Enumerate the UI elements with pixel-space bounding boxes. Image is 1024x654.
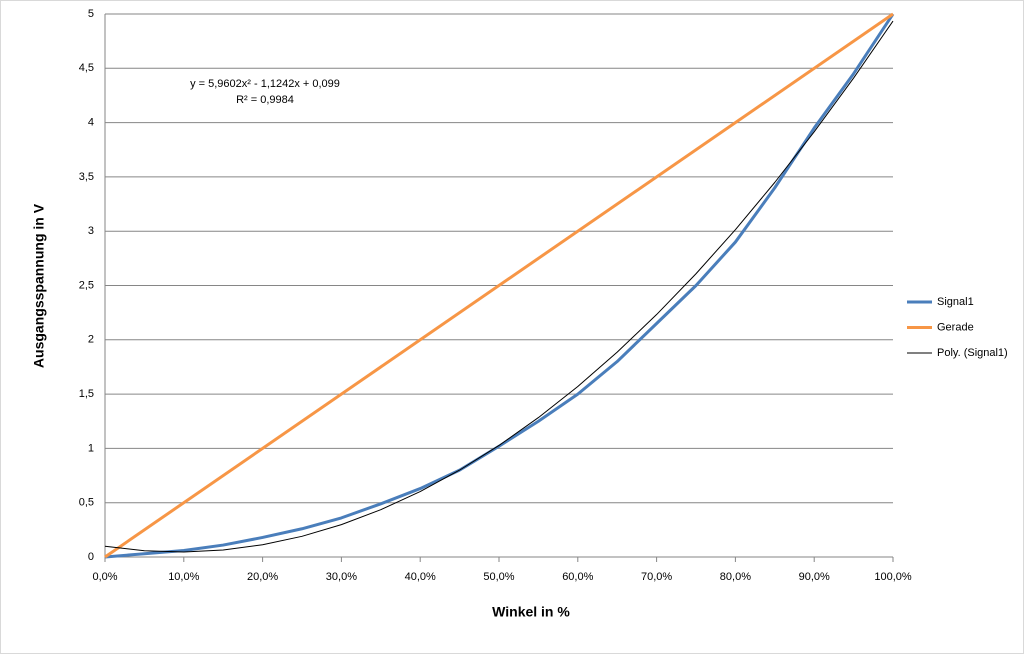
- y-tick-label: 1,5: [79, 388, 94, 400]
- y-axis-title: Ausgangsspannung in V: [31, 203, 47, 368]
- x-tick-label: 30,0%: [326, 571, 357, 583]
- y-tick-label: 0,5: [79, 497, 94, 509]
- x-tick-label: 0,0%: [92, 571, 117, 583]
- x-tick-label: 50,0%: [483, 571, 514, 583]
- x-tick-label: 20,0%: [247, 571, 278, 583]
- y-tick-label: 2: [88, 334, 94, 346]
- series-line: [104, 13, 895, 559]
- x-tick-label: 100,0%: [874, 571, 912, 583]
- y-tick-label: 3,5: [79, 171, 94, 183]
- x-tick-label: 60,0%: [562, 571, 593, 583]
- trendline-equation: y = 5,9602x² - 1,1242x + 0,099: [190, 78, 340, 90]
- x-tick-label: 40,0%: [405, 571, 436, 583]
- series-line: [104, 12, 894, 559]
- y-tick-label: 3: [88, 225, 94, 237]
- y-tick-label: 1: [88, 442, 94, 454]
- y-tick-label: 2,5: [79, 279, 94, 291]
- legend-label: Poly. (Signal1): [937, 347, 1008, 359]
- x-tick-label: 90,0%: [799, 571, 830, 583]
- x-axis-title: Winkel in %: [492, 604, 570, 620]
- x-tick-label: 70,0%: [641, 571, 672, 583]
- y-tick-label: 4,5: [79, 62, 94, 74]
- series-line: [104, 20, 894, 553]
- trendline-r2: R² = 0,9984: [236, 94, 294, 106]
- x-tick-label: 10,0%: [168, 571, 199, 583]
- x-tick-label: 80,0%: [720, 571, 751, 583]
- legend-label: Signal1: [937, 296, 974, 308]
- y-tick-label: 5: [88, 8, 94, 20]
- legend-label: Gerade: [937, 321, 974, 333]
- y-tick-label: 0: [88, 551, 94, 563]
- y-tick-label: 4: [88, 117, 94, 129]
